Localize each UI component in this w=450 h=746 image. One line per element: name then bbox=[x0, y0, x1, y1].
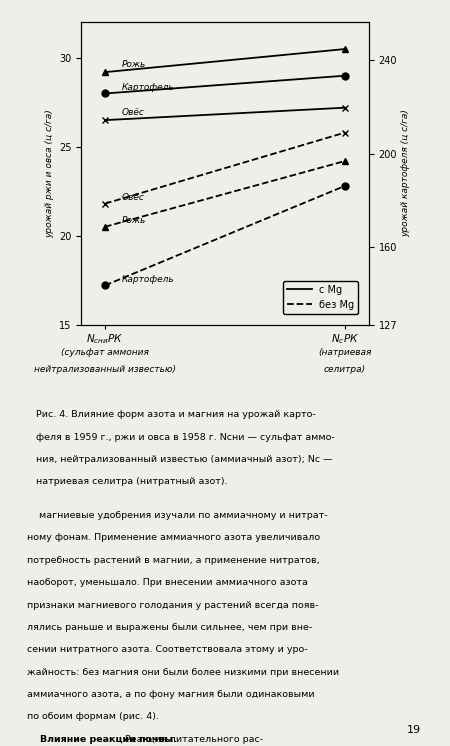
Text: Картофель: Картофель bbox=[122, 275, 175, 283]
Text: аммиачного азота, а по фону магния были одинаковыми: аммиачного азота, а по фону магния были … bbox=[27, 690, 315, 699]
Text: селитра): селитра) bbox=[324, 365, 366, 374]
Text: Овёс: Овёс bbox=[122, 108, 145, 117]
Text: Картофель: Картофель bbox=[122, 83, 175, 92]
Text: (натриевая: (натриевая bbox=[318, 348, 372, 357]
Text: Реакция питательного рас-: Реакция питательного рас- bbox=[122, 735, 263, 744]
Text: $N_c РК$: $N_c РК$ bbox=[331, 332, 359, 345]
Text: ния, нейтрализованный известью (аммиачный азот); Nс —: ния, нейтрализованный известью (аммиачны… bbox=[36, 455, 333, 464]
Text: Рожь: Рожь bbox=[122, 60, 146, 69]
Y-axis label: урожай картофеля (ц с/га): урожай картофеля (ц с/га) bbox=[401, 110, 410, 237]
Text: Рожь: Рожь bbox=[122, 216, 146, 225]
Text: Рис. 4. Влияние форм азота и магния на урожай карто-: Рис. 4. Влияние форм азота и магния на у… bbox=[36, 410, 316, 419]
Text: жайность: без магния они были более низкими при внесении: жайность: без магния они были более низк… bbox=[27, 668, 339, 677]
Text: магниевые удобрения изучали по аммиачному и нитрат-: магниевые удобрения изучали по аммиачном… bbox=[27, 511, 328, 520]
Text: по обоим формам (рис. 4).: по обоим формам (рис. 4). bbox=[27, 712, 159, 721]
Text: феля в 1959 г., ржи и овса в 1958 г. Nсни — сульфат аммо-: феля в 1959 г., ржи и овса в 1958 г. Nсн… bbox=[36, 433, 335, 442]
Text: $N_{сни}РК$: $N_{сни}РК$ bbox=[86, 332, 124, 345]
Text: потребность растений в магнии, а применение нитратов,: потребность растений в магнии, а примене… bbox=[27, 556, 319, 565]
Text: Овёс: Овёс bbox=[122, 193, 145, 202]
Text: наоборот, уменьшало. При внесении аммиачного азота: наоборот, уменьшало. При внесении аммиач… bbox=[27, 578, 308, 587]
Text: 19: 19 bbox=[407, 725, 421, 735]
Legend: с Mg, без Mg: с Mg, без Mg bbox=[284, 281, 358, 313]
Text: признаки магниевого голодания у растений всегда появ-: признаки магниевого голодания у растений… bbox=[27, 601, 319, 609]
Text: Влияние реакции почвы.: Влияние реакции почвы. bbox=[27, 735, 177, 744]
Y-axis label: урожай ржи и овса (ц с/га): урожай ржи и овса (ц с/га) bbox=[45, 109, 54, 238]
Text: сении нитратного азота. Соответствовала этому и уро-: сении нитратного азота. Соответствовала … bbox=[27, 645, 308, 654]
Text: (сульфат аммония: (сульфат аммония bbox=[61, 348, 149, 357]
Text: ному фонам. Применение аммиачного азота увеличивало: ному фонам. Применение аммиачного азота … bbox=[27, 533, 320, 542]
Text: нейтрализованный известью): нейтрализованный известью) bbox=[34, 365, 176, 374]
Text: лялись раньше и выражены были сильнее, чем при вне-: лялись раньше и выражены были сильнее, ч… bbox=[27, 623, 312, 632]
Text: натриевая селитра (нитратный азот).: натриевая селитра (нитратный азот). bbox=[36, 477, 228, 486]
